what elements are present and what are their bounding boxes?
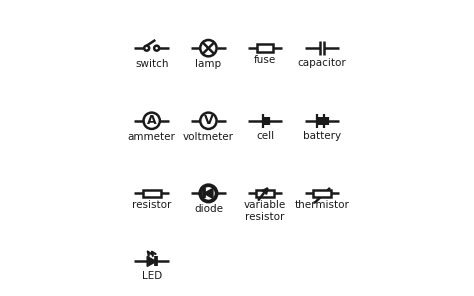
Circle shape — [200, 112, 217, 129]
Circle shape — [154, 46, 159, 51]
FancyBboxPatch shape — [256, 189, 274, 197]
Text: voltmeter: voltmeter — [183, 132, 234, 142]
Text: resistor: resistor — [132, 200, 172, 210]
Text: battery: battery — [303, 131, 341, 141]
Text: fuse: fuse — [254, 55, 276, 65]
Polygon shape — [204, 188, 213, 198]
Circle shape — [144, 46, 149, 51]
Text: cell: cell — [256, 131, 274, 141]
FancyBboxPatch shape — [143, 189, 161, 197]
Text: capacitor: capacitor — [298, 58, 346, 68]
Text: thermistor: thermistor — [294, 200, 349, 210]
Text: ammeter: ammeter — [128, 132, 176, 142]
Text: V: V — [204, 114, 213, 127]
Text: switch: switch — [135, 59, 168, 69]
Text: A: A — [147, 114, 156, 127]
Text: diode: diode — [194, 204, 223, 214]
Circle shape — [144, 112, 160, 129]
FancyBboxPatch shape — [313, 189, 331, 197]
Text: variable
resistor: variable resistor — [244, 200, 286, 222]
Circle shape — [200, 40, 217, 56]
Text: lamp: lamp — [195, 59, 221, 69]
Circle shape — [200, 185, 217, 202]
Text: LED: LED — [142, 271, 162, 281]
Polygon shape — [147, 256, 156, 266]
FancyBboxPatch shape — [257, 44, 273, 52]
